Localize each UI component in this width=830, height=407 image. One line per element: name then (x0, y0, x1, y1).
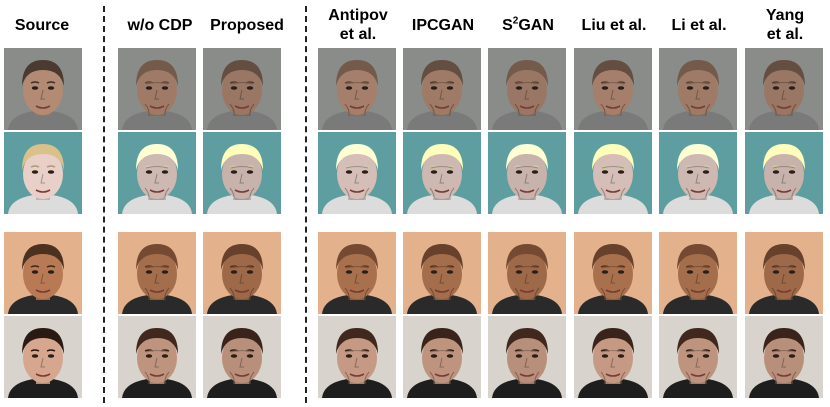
face-image-row-3-wo-cdp (118, 232, 196, 314)
face-image-row-3-ipcgan (403, 232, 481, 314)
face-image-row-4-ipcgan (403, 316, 481, 398)
face-portrait (488, 132, 566, 214)
face-portrait (659, 132, 737, 214)
face-portrait (403, 232, 481, 314)
face-portrait (118, 316, 196, 398)
face-image-row-4-antipov (318, 316, 396, 398)
header-li-label: Li et al. (671, 17, 727, 34)
header-s2gan: S2GAN (488, 16, 568, 36)
face-portrait (745, 232, 823, 314)
face-portrait (318, 232, 396, 314)
face-image-row-4-source (4, 316, 82, 398)
face-image-row-3-proposed (203, 232, 281, 314)
face-image-row-2-source (4, 132, 82, 214)
face-image-row-1-source (4, 48, 82, 130)
face-image-row-4-proposed (203, 316, 281, 398)
header-li: Li et al. (659, 16, 739, 36)
header-yang-line1: Yang (765, 7, 805, 24)
face-image-row-2-li (659, 132, 737, 214)
header-ipcgan: IPCGAN (403, 16, 483, 36)
face-image-row-4-li (659, 316, 737, 398)
face-portrait (488, 316, 566, 398)
face-image-row-1-yang (745, 48, 823, 130)
face-portrait (318, 316, 396, 398)
header-wo-cdp: w/o CDP (117, 16, 203, 36)
header-s2gan-sup: 2 (512, 15, 519, 27)
face-portrait (574, 316, 652, 398)
header-ipcgan-label: IPCGAN (411, 17, 475, 34)
header-s2gan-s: S (502, 17, 513, 34)
header-s2gan-gan: GAN (518, 17, 554, 34)
face-portrait (745, 316, 823, 398)
face-image-row-1-ipcgan (403, 48, 481, 130)
face-portrait (118, 232, 196, 314)
face-portrait (745, 132, 823, 214)
face-portrait (488, 48, 566, 130)
face-portrait (403, 316, 481, 398)
face-image-row-2-wo-cdp (118, 132, 196, 214)
face-portrait (659, 232, 737, 314)
face-portrait (574, 232, 652, 314)
face-image-row-1-antipov (318, 48, 396, 130)
face-image-row-4-yang (745, 316, 823, 398)
face-portrait (403, 132, 481, 214)
face-portrait (118, 48, 196, 130)
face-image-row-4-s2gan (488, 316, 566, 398)
header-antipov: Antipov et al. (318, 6, 398, 44)
face-portrait (745, 48, 823, 130)
face-portrait (4, 48, 82, 130)
face-image-row-3-s2gan (488, 232, 566, 314)
face-image-row-3-li (659, 232, 737, 314)
header-liu: Liu et al. (574, 16, 654, 36)
face-image-row-2-s2gan (488, 132, 566, 214)
header-source-label: Source (14, 17, 70, 34)
header-liu-label: Liu et al. (581, 17, 647, 34)
face-portrait (574, 48, 652, 130)
face-portrait (574, 132, 652, 214)
face-image-row-2-yang (745, 132, 823, 214)
face-portrait (403, 48, 481, 130)
header-yang-line2: et al. (766, 26, 804, 43)
face-image-row-3-liu (574, 232, 652, 314)
face-image-row-1-proposed (203, 48, 281, 130)
header-yang: Yang et al. (745, 6, 825, 44)
face-image-row-2-ipcgan (403, 132, 481, 214)
face-image-row-2-liu (574, 132, 652, 214)
divider-left (103, 6, 105, 403)
face-image-row-4-liu (574, 316, 652, 398)
face-portrait (488, 232, 566, 314)
face-portrait (203, 316, 281, 398)
face-image-row-3-yang (745, 232, 823, 314)
face-portrait (4, 132, 82, 214)
face-portrait (203, 48, 281, 130)
header-proposed-label: Proposed (210, 17, 284, 34)
face-portrait (4, 316, 82, 398)
face-portrait (318, 48, 396, 130)
face-portrait (4, 232, 82, 314)
face-image-row-2-antipov (318, 132, 396, 214)
face-image-row-3-source (4, 232, 82, 314)
face-portrait (659, 316, 737, 398)
face-portrait (318, 132, 396, 214)
face-image-row-1-li (659, 48, 737, 130)
header-wo-cdp-label: w/o CDP (127, 17, 193, 34)
face-portrait (203, 232, 281, 314)
face-portrait (203, 132, 281, 214)
header-antipov-line2: et al. (339, 26, 377, 43)
face-image-row-1-s2gan (488, 48, 566, 130)
face-portrait (659, 48, 737, 130)
divider-right (305, 6, 307, 403)
face-image-row-1-wo-cdp (118, 48, 196, 130)
header-source: Source (2, 16, 82, 36)
face-image-row-1-liu (574, 48, 652, 130)
face-image-row-4-wo-cdp (118, 316, 196, 398)
face-portrait (118, 132, 196, 214)
face-image-row-3-antipov (318, 232, 396, 314)
header-antipov-line1: Antipov (328, 7, 388, 24)
header-proposed: Proposed (202, 16, 292, 36)
face-image-row-2-proposed (203, 132, 281, 214)
